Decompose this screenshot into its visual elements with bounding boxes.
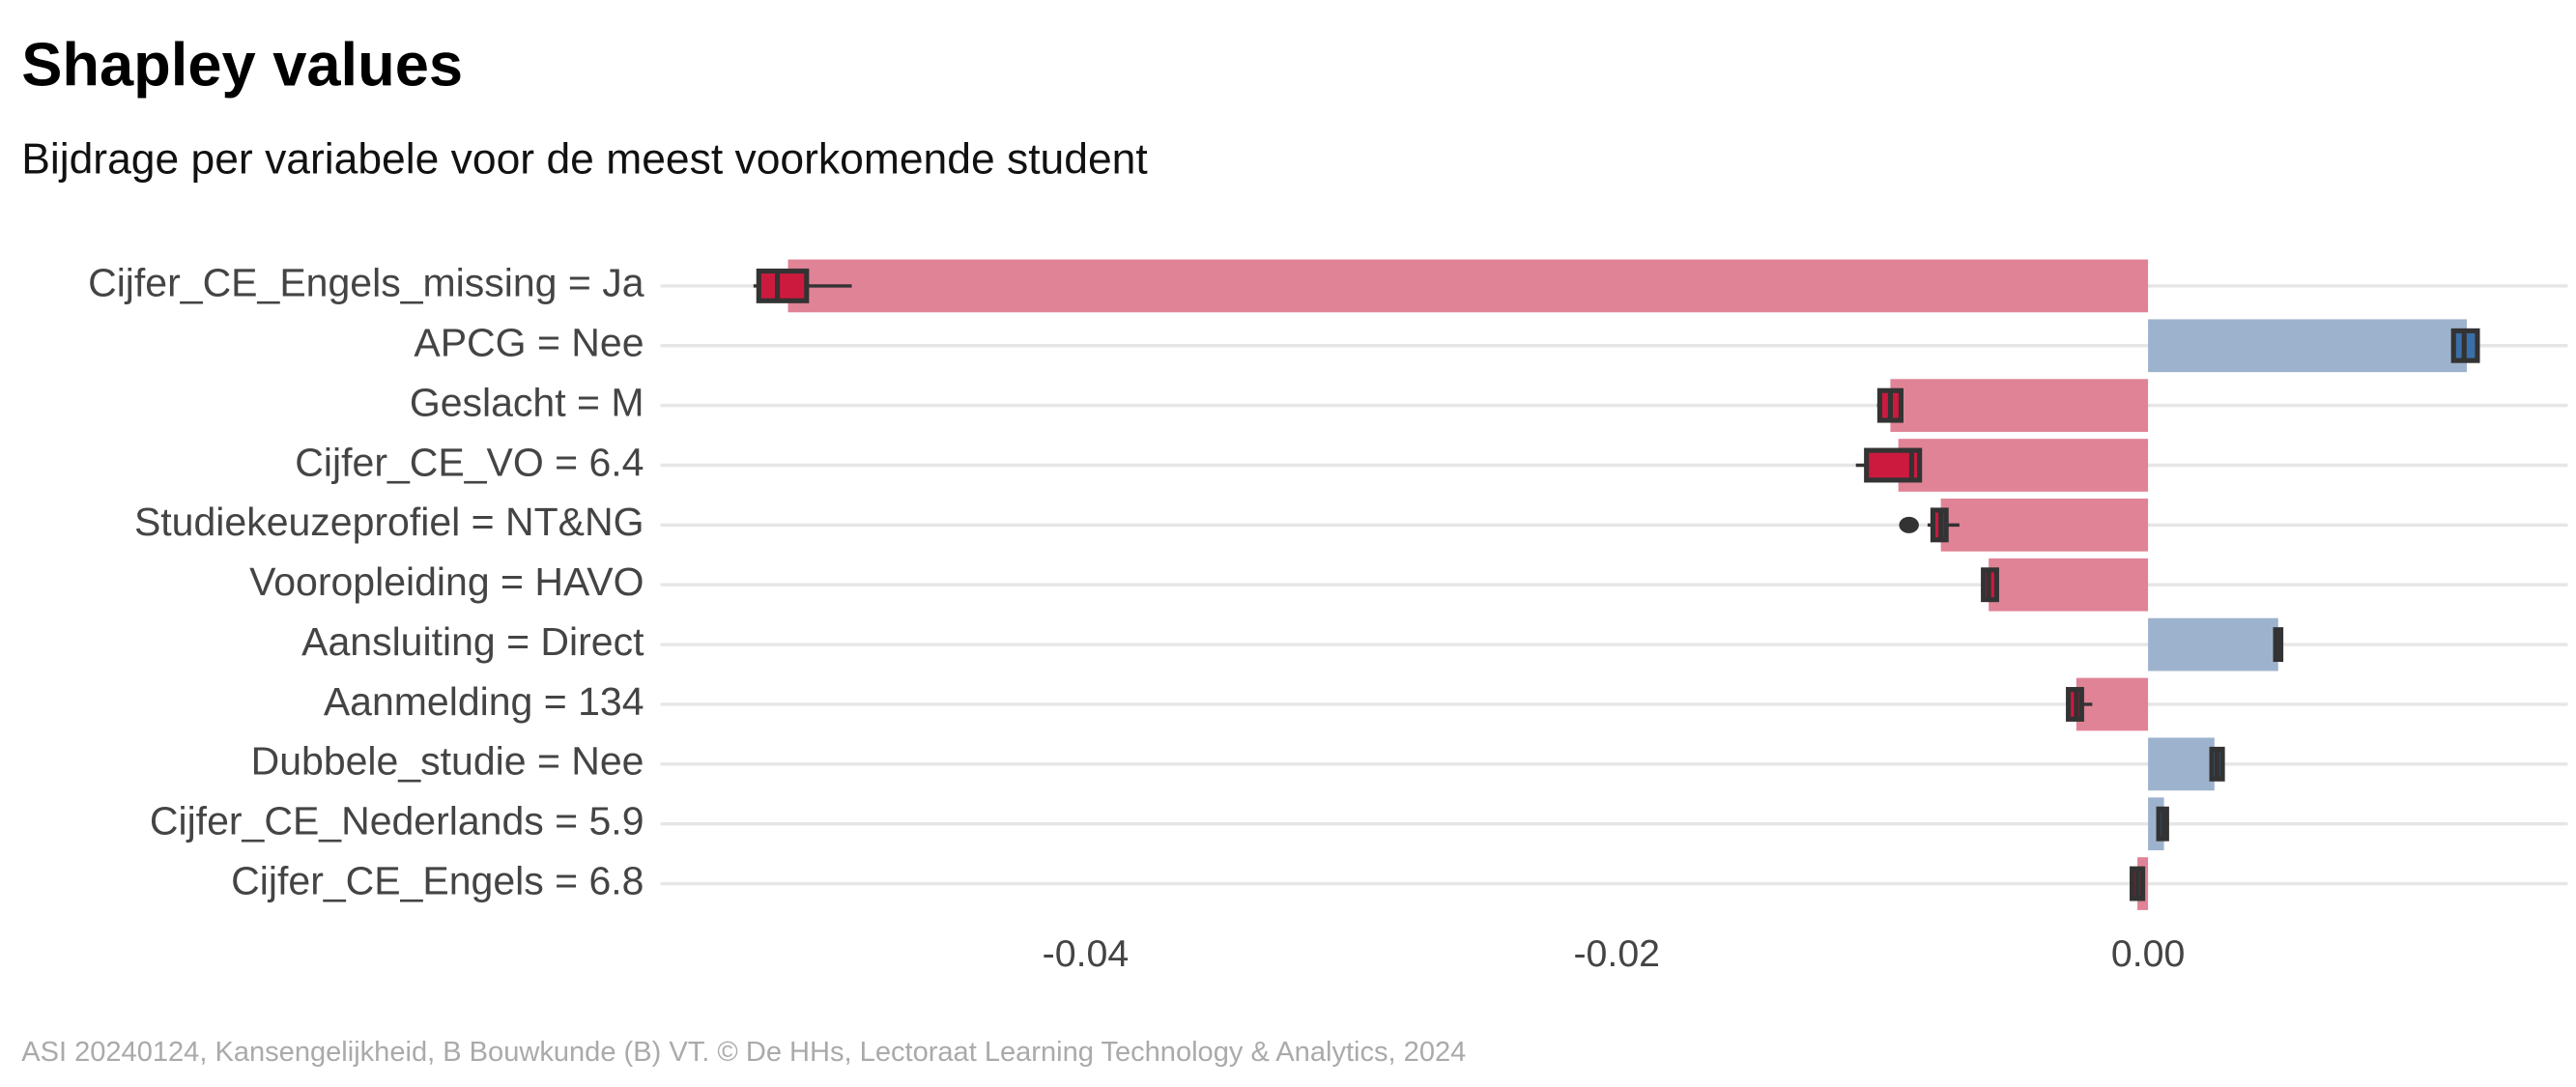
x-tick-label: 0.00 — [2111, 932, 2185, 975]
y-tick-label: APCG = Nee — [414, 321, 644, 365]
bar — [2148, 319, 2467, 373]
outlier — [1899, 516, 1919, 533]
chart-subtitle: Bijdrage per variabele voor de meest voo… — [21, 135, 1148, 183]
bar — [1940, 499, 2149, 552]
y-tick-label: Vooropleiding = HAVO — [249, 559, 644, 604]
bar — [2148, 737, 2215, 791]
bar — [1890, 379, 2149, 432]
x-tick-label: -0.02 — [1573, 932, 1660, 975]
y-tick-label: Cijfer_CE_Engels = 6.8 — [231, 858, 644, 902]
bar — [1898, 439, 2149, 492]
y-tick-label: Cijfer_CE_Nederlands = 5.9 — [150, 799, 644, 844]
x-tick-label: -0.04 — [1043, 932, 1130, 975]
chart-caption: ASI 20240124, Kansengelijkheid, B Bouwku… — [21, 1037, 1466, 1068]
y-tick-label: Studiekeuzeprofiel = NT&NG — [134, 500, 644, 544]
y-tick-label: Dubbele_studie = Nee — [251, 739, 644, 784]
bar — [1989, 558, 2149, 612]
y-tick-label: Geslacht = M — [410, 380, 644, 424]
bar — [2148, 617, 2278, 672]
y-tick-label: Aanmelding = 134 — [324, 679, 644, 724]
chart-title: Shapley values — [21, 32, 463, 100]
y-tick-label: Aansluiting = Direct — [301, 619, 644, 664]
y-tick-label: Cijfer_CE_Engels_missing = Ja — [88, 261, 644, 305]
box — [756, 268, 810, 303]
y-tick-label: Cijfer_CE_VO = 6.4 — [295, 440, 644, 484]
bar — [787, 259, 2149, 313]
